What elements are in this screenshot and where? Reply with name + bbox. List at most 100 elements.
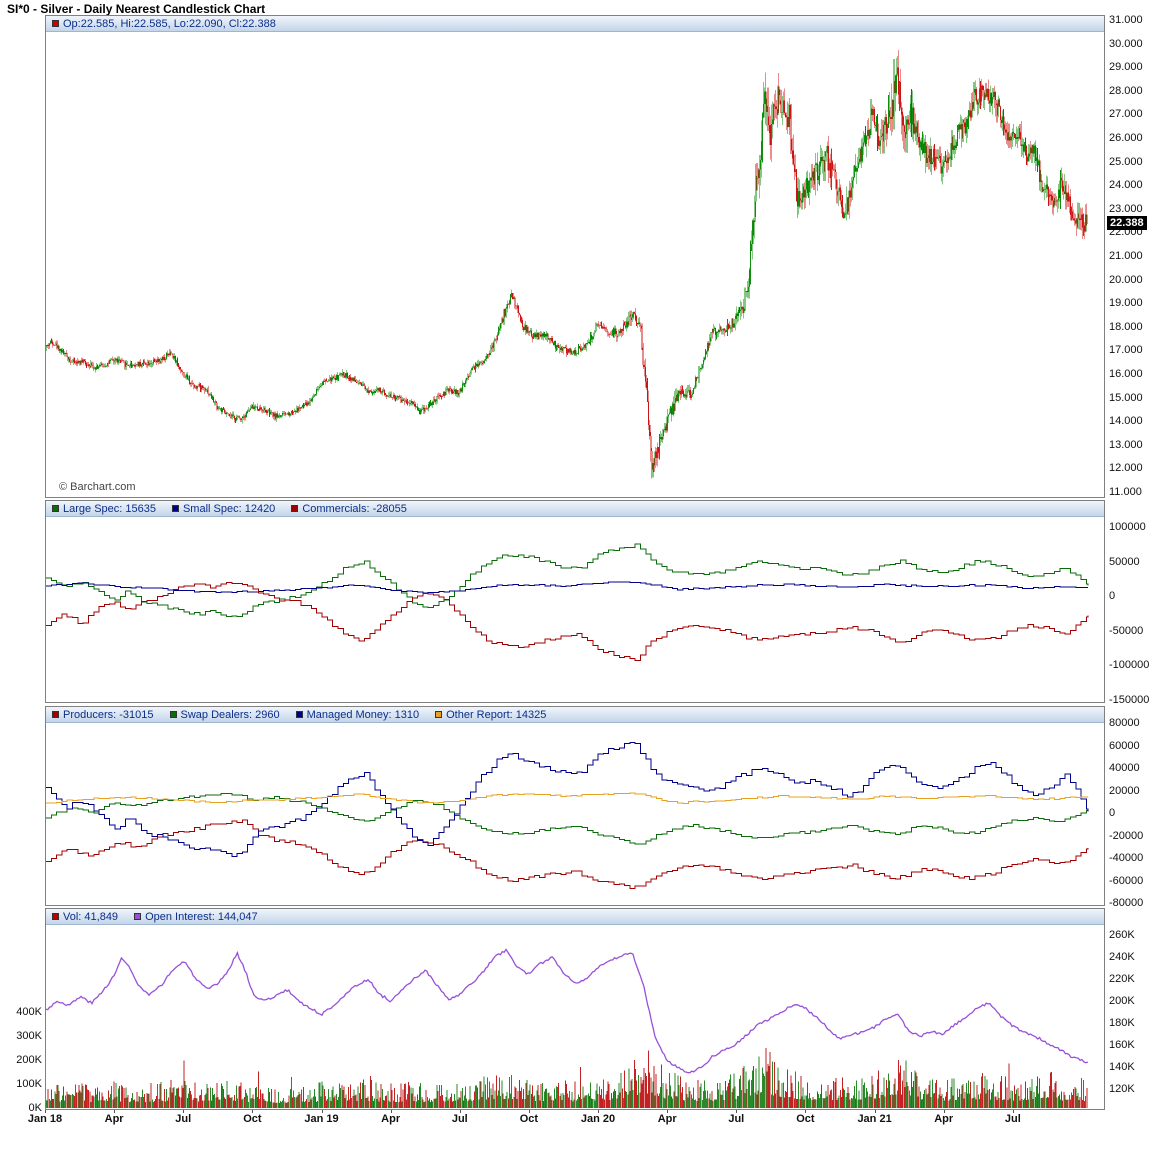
- price-axis-label: 11.000: [1109, 486, 1142, 498]
- price-axis-label: 29.000: [1109, 61, 1143, 74]
- x-axis-label: Apr: [104, 1113, 124, 1125]
- price-axis-label: 24.000: [1109, 179, 1143, 192]
- producers-label: Producers: -31015: [63, 708, 154, 721]
- cot-disagg-axis-label: -40000: [1109, 852, 1144, 864]
- price-axis-label: 13.000: [1109, 438, 1143, 451]
- price-axis-label: 28.000: [1109, 84, 1143, 97]
- cot-legacy-axis-label: 100000: [1109, 521, 1146, 533]
- x-axis-tick: [45, 1110, 46, 1113]
- cot-disaggregated-plot: [46, 741, 1089, 889]
- x-axis-tick: [598, 1110, 600, 1113]
- cot-legacy-axis-label: -150000: [1109, 694, 1150, 706]
- cot-disagg-axis-label: 80000: [1109, 717, 1140, 729]
- x-axis-tick: [736, 1110, 738, 1113]
- price-axis-label: 18.000: [1109, 320, 1143, 333]
- cot-legacy-axis-label: -100000: [1109, 659, 1150, 672]
- price-legend: Op:22.585, Hi:22.585, Lo:22.090, Cl:22.3…: [46, 16, 1104, 32]
- cot-disaggregated-panel: Producers: -31015 Swap Dealers: 2960 Man…: [45, 706, 1105, 906]
- volume-axis-label: 100K: [16, 1078, 42, 1090]
- cot-disagg-axis-label: 20000: [1109, 784, 1140, 797]
- x-axis-tick: [528, 1110, 530, 1113]
- x-axis-label: Jul: [451, 1113, 468, 1125]
- price-axis-label: 27.000: [1109, 108, 1143, 121]
- x-axis-label: Jul: [175, 1113, 192, 1125]
- cot-legacy-axis-label: 50000: [1109, 555, 1140, 568]
- x-axis-label: Apr: [934, 1113, 954, 1125]
- cot-disagg-axis-label: 0: [1109, 807, 1116, 819]
- x-axis-label: Apr: [381, 1113, 401, 1125]
- x-axis-tick: [667, 1110, 669, 1113]
- x-axis-tick: [805, 1110, 807, 1113]
- volume-axis-label: 200K: [16, 1054, 42, 1066]
- candlestick-plot: [46, 50, 1088, 479]
- x-axis-tick: [459, 1110, 461, 1113]
- volume-swatch-icon: [52, 913, 59, 920]
- x-axis-label: Apr: [657, 1113, 677, 1125]
- price-axis-label: 19.000: [1109, 297, 1143, 310]
- price-axis-label: 25.000: [1109, 155, 1143, 168]
- price-axis-label: 20.000: [1109, 273, 1143, 286]
- x-axis-tick: [114, 1110, 116, 1113]
- open-interest-axis-label: 240K: [1109, 951, 1135, 963]
- cot-legacy-plot: [46, 543, 1089, 662]
- price-axis-label: 21.000: [1109, 250, 1143, 262]
- x-axis-tick: [943, 1110, 945, 1113]
- volume-axis-label: 400K: [16, 1006, 42, 1018]
- producers-swatch-icon: [52, 711, 59, 718]
- price-panel: Op:22.585, Hi:22.585, Lo:22.090, Cl:22.3…: [45, 15, 1105, 498]
- volume-open-interest-plot: [46, 948, 1089, 1108]
- price-axis-label: 23.000: [1109, 202, 1143, 215]
- open-interest-axis-label: 200K: [1109, 995, 1135, 1007]
- other-report-label: Other Report: 14325: [446, 708, 547, 721]
- x-axis-label: Jan 18: [27, 1113, 63, 1125]
- cot-legacy-panel: Large Spec: 15635 Small Spec: 12420 Comm…: [45, 500, 1105, 703]
- x-axis-label: Jul: [1004, 1113, 1021, 1125]
- price-axis-label: 12.000: [1109, 462, 1143, 475]
- commercials-label: Commercials: -28055: [302, 502, 407, 515]
- managed-money-label: Managed Money: 1310: [306, 708, 420, 721]
- price-axis-label: 14.000: [1109, 415, 1143, 428]
- x-axis-tick: [183, 1110, 185, 1113]
- large-spec-swatch-icon: [52, 505, 59, 512]
- barchart-watermark: © Barchart.com: [59, 481, 136, 493]
- x-axis-label: Oct: [796, 1113, 815, 1125]
- cot-disagg-axis-label: -20000: [1109, 829, 1144, 842]
- price-axis-label: 26.000: [1109, 132, 1143, 144]
- large-spec-label: Large Spec: 15635: [63, 502, 156, 515]
- x-axis-label: Jan 19: [304, 1113, 339, 1125]
- open-interest-axis-label: 140K: [1109, 1061, 1135, 1073]
- cot-disaggregated-legend: Producers: -31015 Swap Dealers: 2960 Man…: [46, 707, 1104, 723]
- open-interest-axis-label: 260K: [1109, 929, 1135, 941]
- price-axis-label: 17.000: [1109, 344, 1143, 357]
- x-axis-tick: [390, 1110, 392, 1113]
- x-axis-label: Oct: [243, 1113, 262, 1125]
- open-interest-axis-label: 160K: [1109, 1039, 1135, 1051]
- managed-money-swatch-icon: [295, 711, 303, 718]
- volume-open-interest-panel: Vol: 41,849 Open Interest: 144,047: [45, 908, 1105, 1110]
- price-axis-label: 16.000: [1109, 368, 1143, 380]
- swap-dealers-swatch-icon: [169, 711, 177, 718]
- open-interest-axis-label: 120K: [1109, 1083, 1135, 1095]
- x-axis-label: Jan 21: [857, 1113, 892, 1125]
- other-report-swatch-icon: [435, 711, 443, 718]
- price-axis-label: 30.000: [1109, 37, 1143, 50]
- small-spec-label: Small Spec: 12420: [182, 502, 276, 515]
- open-interest-axis-label: 220K: [1109, 973, 1135, 985]
- current-price-badge: 22.388: [1107, 216, 1147, 231]
- x-axis-tick: [874, 1110, 876, 1113]
- cot-disagg-axis-label: -80000: [1109, 897, 1144, 909]
- cot-disagg-axis-label: 60000: [1109, 739, 1140, 752]
- price-axis-label: 31.000: [1109, 14, 1143, 26]
- volume-oi-legend: Vol: 41,849 Open Interest: 144,047: [46, 909, 1104, 925]
- open-interest-label: Open Interest: 144,047: [145, 910, 258, 923]
- swap-dealers-label: Swap Dealers: 2960: [180, 708, 280, 721]
- small-spec-swatch-icon: [171, 505, 179, 512]
- x-axis-label: Oct: [519, 1113, 539, 1125]
- cot-legacy-axis-label: 0: [1109, 590, 1116, 603]
- open-interest-swatch-icon: [134, 913, 142, 920]
- x-axis-tick: [321, 1110, 323, 1113]
- price-axis-label: 15.000: [1109, 391, 1143, 404]
- chart-title: SI*0 - Silver - Daily Nearest Candlestic…: [7, 2, 266, 16]
- volume-label: Vol: 41,849: [63, 910, 119, 923]
- x-axis-tick: [252, 1110, 254, 1113]
